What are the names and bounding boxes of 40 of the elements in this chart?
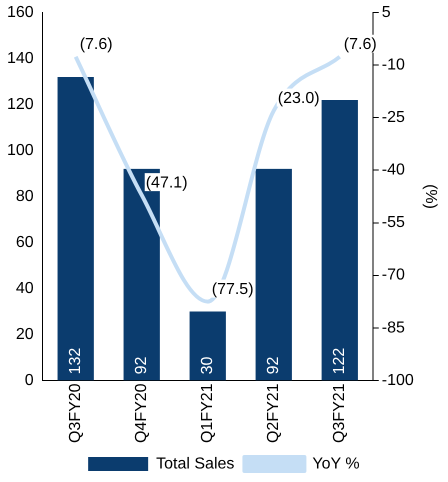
y-tick-label: 40 (16, 280, 34, 297)
x-tick-label: Q4FY20 (133, 383, 150, 444)
y-tick-label: 80 (16, 188, 34, 205)
y2-tick-label: -100 (382, 372, 414, 389)
bar (190, 311, 226, 380)
y2-tick-label: -70 (382, 266, 406, 284)
x-tick-label: Q3FY20 (67, 383, 84, 444)
data-label: 92 (133, 356, 150, 374)
y-tick-label: 100 (6, 142, 34, 159)
bar (322, 100, 358, 380)
data-label: (7.6) (80, 36, 113, 54)
x-tick-label: Q3FY21 (331, 383, 348, 444)
data-label: (47.1) (146, 174, 188, 192)
legend-label: Total Sales (156, 455, 234, 472)
y-tick-label: 0 (24, 372, 34, 389)
y2-tick-label: -55 (382, 214, 406, 232)
data-label: 132 (67, 348, 84, 374)
y-tick-label: 160 (6, 4, 34, 22)
line-series (74, 54, 342, 304)
y2-tick-label: -85 (382, 319, 406, 336)
data-label: 30 (199, 356, 216, 374)
y2-tick-label: -10 (382, 56, 406, 74)
x-tick-label: Q1FY21 (199, 383, 216, 444)
y-tick-label: 60 (16, 234, 34, 251)
legend-label: YoY % (312, 455, 360, 472)
x-tick-label: Q2FY21 (265, 383, 282, 444)
data-label: (23.0) (278, 90, 320, 108)
bar (256, 168, 292, 380)
y-tick-label: 140 (6, 50, 34, 67)
data-label: 122 (331, 348, 348, 374)
y2-axis-title: (%) (422, 184, 439, 209)
y2-tick-label: -25 (382, 109, 406, 126)
y2-tick-label: 5 (382, 4, 391, 22)
data-label: (77.5) (212, 281, 254, 298)
data-label: (7.6) (344, 36, 377, 54)
y-tick-label: 120 (6, 96, 34, 113)
bar (58, 76, 94, 380)
data-label: 92 (265, 356, 282, 374)
y-tick-label: 20 (16, 326, 34, 343)
y2-tick-label: -40 (382, 162, 406, 179)
